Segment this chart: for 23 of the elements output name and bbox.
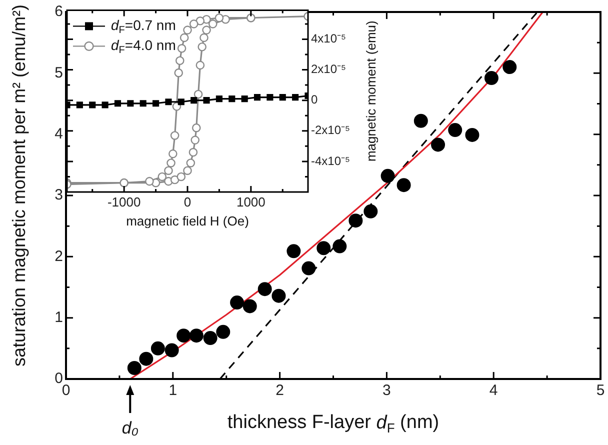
y-tick-label: 5 (54, 64, 63, 82)
x-axis-title: magnetic field H (Oe) (126, 214, 249, 229)
y2-tick-label: 4x10⁻⁵ (311, 32, 346, 46)
y2-tick-label: -2x10⁻⁵ (311, 123, 350, 138)
x-tick-label: 2 (276, 382, 284, 400)
annotation: d₀ (122, 418, 138, 438)
y-tick-label: 0 (54, 370, 63, 388)
x-tick-label: 5 (596, 382, 605, 400)
y-tick-label: 4 (54, 125, 63, 142)
x-tick-label: -1000 (107, 194, 141, 210)
y2-tick-label: 0 (311, 92, 318, 107)
y-tick-label: 1 (54, 308, 63, 326)
x-tick-label: 0 (184, 194, 192, 210)
y2-tick-label: -4x10⁻⁵ (311, 154, 350, 168)
y-axis-title: saturation magnetic moment per m² (emu/m²) (8, 4, 29, 367)
x-tick-label: 4 (489, 382, 498, 400)
x-tick-label: 1 (168, 382, 178, 400)
y2-tick-label: 2x10⁻⁵ (311, 62, 346, 76)
y-tick-label: 6 (54, 3, 63, 20)
x-tick-label: 1000 (236, 194, 266, 210)
x-tick-label: 3 (382, 382, 391, 400)
y-tick-label: 2 (54, 248, 63, 265)
y2-axis-title: magnetic moment (emu) (364, 20, 379, 162)
